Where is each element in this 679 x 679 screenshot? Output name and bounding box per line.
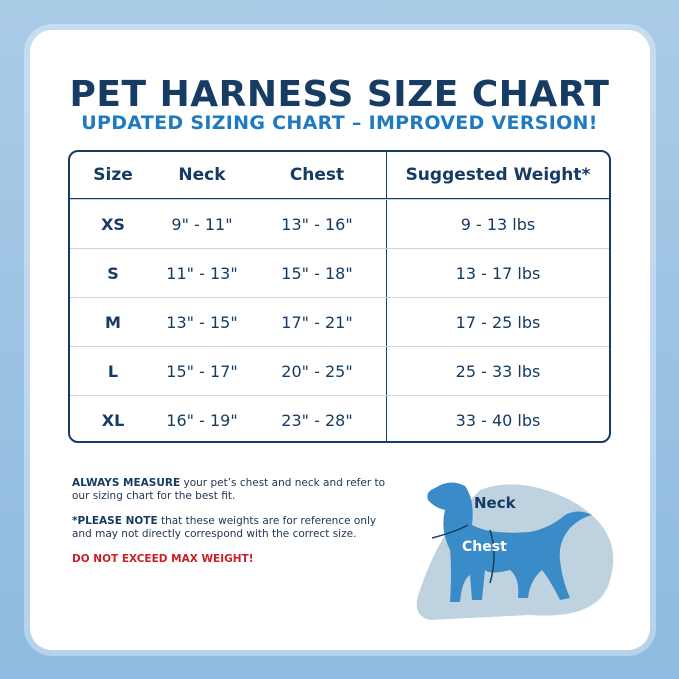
chest-measure-line xyxy=(489,529,495,584)
table-row: S 11" - 13" 15" - 18" 13 - 17 lbs xyxy=(70,248,609,297)
cell-size: XL xyxy=(101,410,125,430)
dog-silhouette-icon xyxy=(427,482,592,602)
neck-measure-line xyxy=(431,524,469,539)
cell-weight: 33 - 40 lbs xyxy=(386,396,609,441)
warning-text: DO NOT EXCEED MAX WEIGHT! xyxy=(72,553,254,565)
cell-chest: 13" - 16" xyxy=(281,214,353,234)
cell-neck: 16" - 19" xyxy=(166,410,238,430)
table-row: XS 9" - 11" 13" - 16" 9 - 13 lbs xyxy=(70,199,609,248)
cell-weight: 9 - 13 lbs xyxy=(386,200,609,248)
cell-neck: 15" - 17" xyxy=(166,361,238,381)
header-chest: Chest xyxy=(289,165,345,185)
table-row: XL 16" - 19" 23" - 28" 33 - 40 lbs xyxy=(70,395,609,441)
subtitle: UPDATED SIZING CHART – IMPROVED VERSION! xyxy=(81,112,598,134)
page-title: PET HARNESS SIZE CHART xyxy=(69,74,610,115)
cell-chest: 23" - 28" xyxy=(281,410,353,430)
table-row: M 13" - 15" 17" - 21" 17 - 25 lbs xyxy=(70,297,609,346)
cell-size: S xyxy=(107,263,119,283)
chest-label: Chest xyxy=(462,539,507,555)
notes: ALWAYS MEASURE your pet’s chest and neck… xyxy=(72,477,392,578)
cell-size: M xyxy=(105,312,121,332)
header-weight: Suggested Weight* xyxy=(386,152,609,198)
cell-size: L xyxy=(107,361,119,381)
cell-weight: 13 - 17 lbs xyxy=(386,249,609,297)
cell-chest: 17" - 21" xyxy=(281,312,353,332)
cell-chest: 20" - 25" xyxy=(281,361,353,381)
size-table: Size Neck Chest Suggested Weight* XS 9" -… xyxy=(68,150,611,443)
table-header: Size Neck Chest Suggested Weight* xyxy=(70,152,609,199)
cell-neck: 9" - 11" xyxy=(171,214,233,234)
cell-chest: 15" - 18" xyxy=(281,263,353,283)
cell-neck: 11" - 13" xyxy=(166,263,238,283)
header-size: Size xyxy=(93,165,133,185)
neck-label: Neck xyxy=(474,494,517,512)
cell-size: XS xyxy=(101,214,125,234)
table-row: L 15" - 17" 20" - 25" 25 - 33 lbs xyxy=(70,346,609,395)
header-neck: Neck xyxy=(178,165,226,185)
weight-note: *PLEASE NOTE that these weights are for … xyxy=(72,515,377,540)
measure-note: ALWAYS MEASURE your pet’s chest and neck… xyxy=(72,477,386,502)
cell-weight: 17 - 25 lbs xyxy=(386,298,609,346)
cell-neck: 13" - 15" xyxy=(166,312,238,332)
cell-weight: 25 - 33 lbs xyxy=(386,347,609,395)
dog-measurement-illustration: Neck Chest xyxy=(416,482,614,620)
